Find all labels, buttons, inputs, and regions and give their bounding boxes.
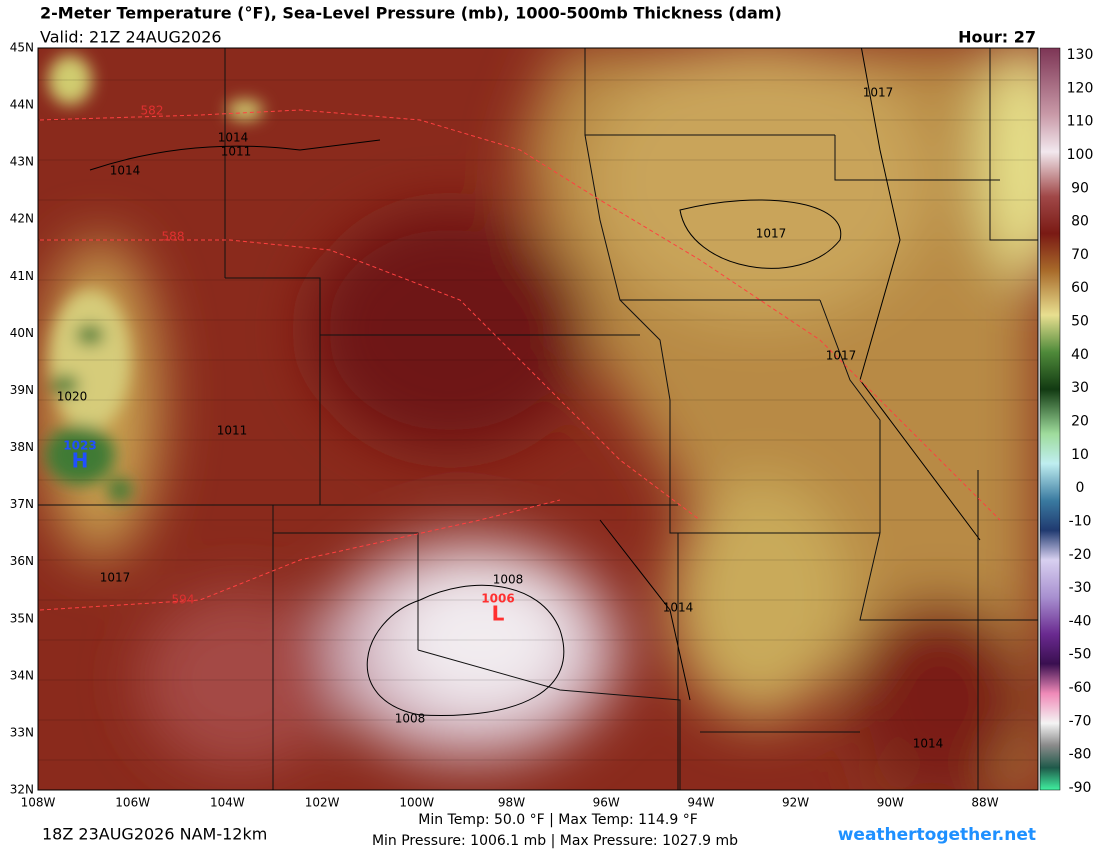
map-field: [38, 48, 1038, 790]
isobar-label: 1011: [221, 145, 252, 159]
lon-label: 104W: [210, 796, 245, 810]
forecast-hour: Hour: 27: [958, 28, 1036, 47]
lon-label: 96W: [593, 796, 620, 810]
colorbar-label: -60: [1069, 680, 1092, 696]
colorbar-label: 20: [1071, 414, 1089, 430]
lon-label: 90W: [877, 796, 904, 810]
lat-label: 36N: [10, 554, 34, 568]
isobar-label: 1014: [218, 131, 249, 145]
lat-label: 41N: [10, 269, 34, 283]
lat-label: 43N: [10, 155, 34, 169]
isobar-label: 1020: [57, 390, 88, 404]
colorbar-label: -90: [1069, 780, 1092, 796]
map-frame: [37, 47, 1039, 791]
high-symbol: H: [72, 449, 89, 473]
model-run: 18Z 23AUG2026 NAM-12km: [42, 825, 267, 844]
colorbar-label: 10: [1071, 447, 1089, 463]
valid-time: Valid: 21Z 24AUG2026: [40, 28, 222, 47]
lat-label: 38N: [10, 440, 34, 454]
isobar-label: 1008: [493, 573, 524, 587]
state-borders: [38, 48, 1038, 790]
colorbar-label: 110: [1067, 114, 1094, 130]
colorbar-label: 40: [1071, 347, 1089, 363]
isobar-label: 1017: [826, 349, 857, 363]
isobars: [89, 48, 981, 717]
site-credit: weathertogether.net: [838, 825, 1036, 845]
lon-label: 106W: [115, 796, 150, 810]
lat-label: 35N: [10, 611, 34, 625]
lat-label: 45N: [10, 41, 34, 55]
lat-label: 40N: [10, 326, 34, 340]
colorbar-label: 30: [1071, 380, 1089, 396]
isobar-label: 1014: [663, 601, 694, 615]
temp-range: Min Temp: 50.0 °F | Max Temp: 114.9 °F: [418, 812, 698, 828]
lon-label: 108W: [21, 796, 56, 810]
colorbar-label: 90: [1071, 180, 1089, 196]
colorbar-label: 0: [1076, 480, 1085, 496]
isobar-label: 1017: [100, 571, 131, 585]
thickness-label: 594: [172, 593, 195, 607]
lat-label: 33N: [10, 725, 34, 739]
lat-label: 37N: [10, 497, 34, 511]
colorbar-label: 100: [1067, 147, 1094, 163]
lat-label: 44N: [10, 98, 34, 112]
isobar-label: 1014: [110, 164, 141, 178]
colorbar-label: -80: [1069, 747, 1092, 763]
lon-label: 102W: [305, 796, 340, 810]
low-symbol: L: [492, 602, 505, 626]
pressure-range: Min Pressure: 1006.1 mb | Max Pressure: …: [372, 833, 738, 849]
lon-label: 100W: [399, 796, 434, 810]
colorbar-label: 70: [1071, 247, 1089, 263]
thickness-lines: [39, 109, 1001, 611]
colorbar-label: 130: [1067, 47, 1094, 63]
lat-label: 32N: [10, 783, 34, 797]
isobar-label: 1017: [863, 86, 894, 100]
isobar-label: 1011: [217, 424, 248, 438]
lon-label: 98W: [498, 796, 525, 810]
colorbar-label: -30: [1069, 580, 1092, 596]
colorbar-label: -20: [1069, 547, 1092, 563]
lon-label: 88W: [971, 796, 998, 810]
colorbar-label: 120: [1067, 80, 1094, 96]
colorbar: [1039, 47, 1061, 791]
title: 2-Meter Temperature (°F), Sea-Level Pres…: [40, 4, 782, 23]
county-grid: [38, 79, 1038, 761]
isobar-label: 1014: [913, 737, 944, 751]
low-value: 1006: [481, 592, 514, 606]
thickness-label: 588: [162, 230, 185, 244]
colorbar-label: -40: [1069, 613, 1092, 629]
colorbar-label: 80: [1071, 214, 1089, 230]
colorbar-label: 50: [1071, 314, 1089, 330]
lat-label: 34N: [10, 668, 34, 682]
colorbar-label: -50: [1069, 647, 1092, 663]
high-value: 1023: [63, 439, 96, 453]
colorbar-label: -70: [1069, 713, 1092, 729]
colorbar-label: 60: [1071, 280, 1089, 296]
thickness-label: 582: [141, 104, 164, 118]
colorbar-label: -10: [1069, 513, 1092, 529]
lat-label: 42N: [10, 212, 34, 226]
isobar-label: 1008: [395, 712, 426, 726]
isobar-label: 1017: [756, 227, 787, 241]
lon-label: 92W: [782, 796, 809, 810]
lat-label: 39N: [10, 383, 34, 397]
lon-label: 94W: [687, 796, 714, 810]
